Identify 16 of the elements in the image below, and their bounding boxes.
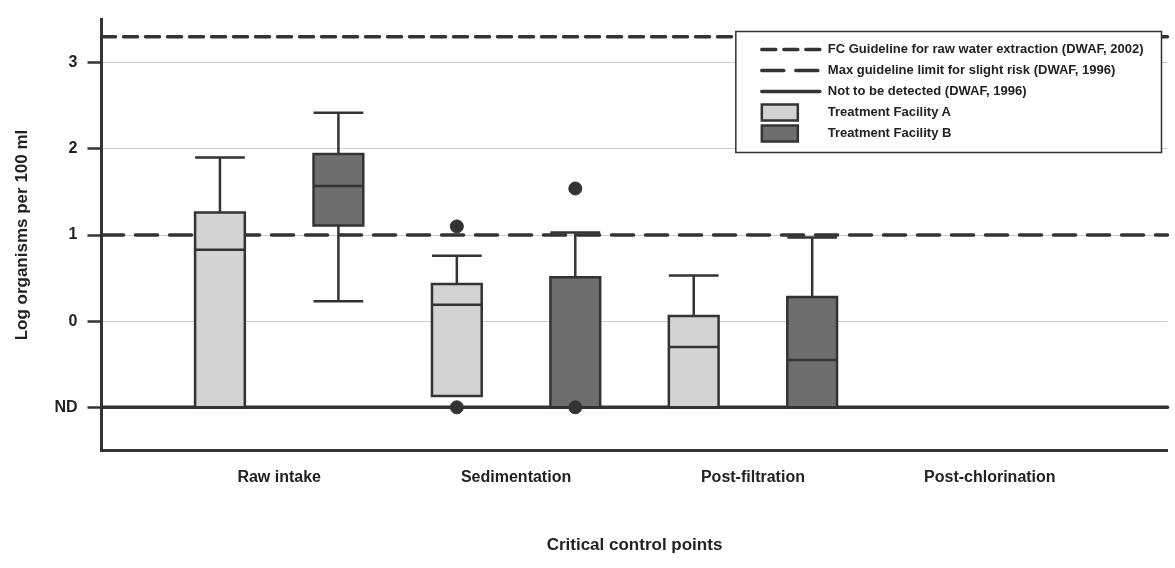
- legend-label: Treatment Facility B: [827, 125, 952, 141]
- y-axis-title: Log organisms per 100 ml: [11, 129, 31, 341]
- y-tick-label: ND: [54, 397, 78, 415]
- x-tick-label: Sedimentation: [460, 468, 572, 486]
- ref-line-label: FC Guideline for raw water extraction (DWAF, 2002): [827, 41, 1144, 57]
- x-tick-label: Raw intake: [237, 468, 322, 486]
- x-axis-title: Critical control points: [546, 535, 723, 555]
- y-tick-label: 1: [68, 225, 78, 243]
- y-tick-label: 0: [68, 311, 78, 329]
- x-tick-label: Post-chlorination: [924, 468, 1056, 486]
- legend-label: Max guideline limit for slight risk (DWAF, 1996): [827, 62, 1116, 78]
- y-tick-label: 3: [68, 53, 78, 71]
- legend-label: Treatment Facility A: [827, 104, 952, 120]
- y-tick-label: 2: [68, 139, 78, 157]
- x-tick-label: Post-filtration: [700, 468, 805, 486]
- legend-label: Not to be detected (DWAF, 1996): [827, 83, 1027, 99]
